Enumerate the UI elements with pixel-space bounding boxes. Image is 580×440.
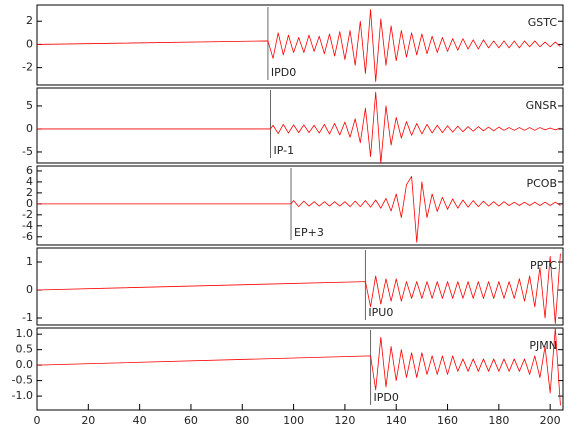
y-tick-label: -4 xyxy=(22,219,33,232)
x-tick-label: 160 xyxy=(437,414,458,427)
y-tick-label: -5 xyxy=(22,145,33,158)
x-tick-label: 180 xyxy=(488,414,509,427)
panel-frame xyxy=(36,327,564,411)
pick-label: IPD0 xyxy=(374,391,399,404)
pick-label: IPU0 xyxy=(368,306,393,319)
y-tick-label: -1 xyxy=(22,311,33,324)
x-tick-label: 20 xyxy=(81,414,95,427)
pick-label: IPD0 xyxy=(271,66,296,79)
station-label: GSTC xyxy=(528,16,558,29)
x-tick-label: 140 xyxy=(386,414,407,427)
station-label: PCOB xyxy=(526,177,557,190)
pick-label: IP-1 xyxy=(273,144,294,157)
panel-frame xyxy=(36,165,564,246)
y-tick-label: 1 xyxy=(26,255,33,268)
x-tick-label: 200 xyxy=(540,414,561,427)
pick-label: EP+3 xyxy=(294,226,324,239)
x-tick-label: 80 xyxy=(235,414,249,427)
x-tick-label: 0 xyxy=(34,414,41,427)
x-tick-label: 100 xyxy=(283,414,304,427)
y-tick-label: -0.5 xyxy=(12,374,33,387)
y-tick-label: 0 xyxy=(26,283,33,296)
y-tick-label: 0 xyxy=(26,122,33,135)
station-label: GNSR xyxy=(526,99,558,112)
y-tick-label: 5 xyxy=(26,99,33,112)
station-label: PPTC xyxy=(530,259,557,272)
trace xyxy=(36,253,561,324)
trace xyxy=(37,176,561,243)
y-tick-label: 0 xyxy=(26,197,33,210)
trace xyxy=(36,9,561,82)
x-tick-label: 120 xyxy=(334,414,355,427)
x-tick-label: 40 xyxy=(133,414,147,427)
trace xyxy=(37,91,561,164)
y-tick-label: 0.5 xyxy=(16,343,34,356)
y-tick-label: 0 xyxy=(26,37,33,50)
y-tick-label: -2 xyxy=(22,208,33,221)
y-tick-label: 1.0 xyxy=(16,327,34,340)
panel-frame xyxy=(36,4,564,86)
y-tick-label: 2 xyxy=(26,14,33,27)
x-tick-label: 60 xyxy=(184,414,198,427)
trace xyxy=(36,327,561,406)
y-tick-label: -6 xyxy=(22,230,33,243)
y-tick-label: 2 xyxy=(26,186,33,199)
y-tick-label: 6 xyxy=(26,164,33,177)
y-tick-label: 4 xyxy=(26,175,33,188)
panel-frame xyxy=(36,87,564,164)
y-tick-label: 0.0 xyxy=(16,358,34,371)
y-tick-label: -2 xyxy=(22,61,33,74)
station-label: PJMN xyxy=(529,339,557,352)
y-tick-label: -1.0 xyxy=(12,389,33,402)
panel-frame xyxy=(36,247,564,326)
